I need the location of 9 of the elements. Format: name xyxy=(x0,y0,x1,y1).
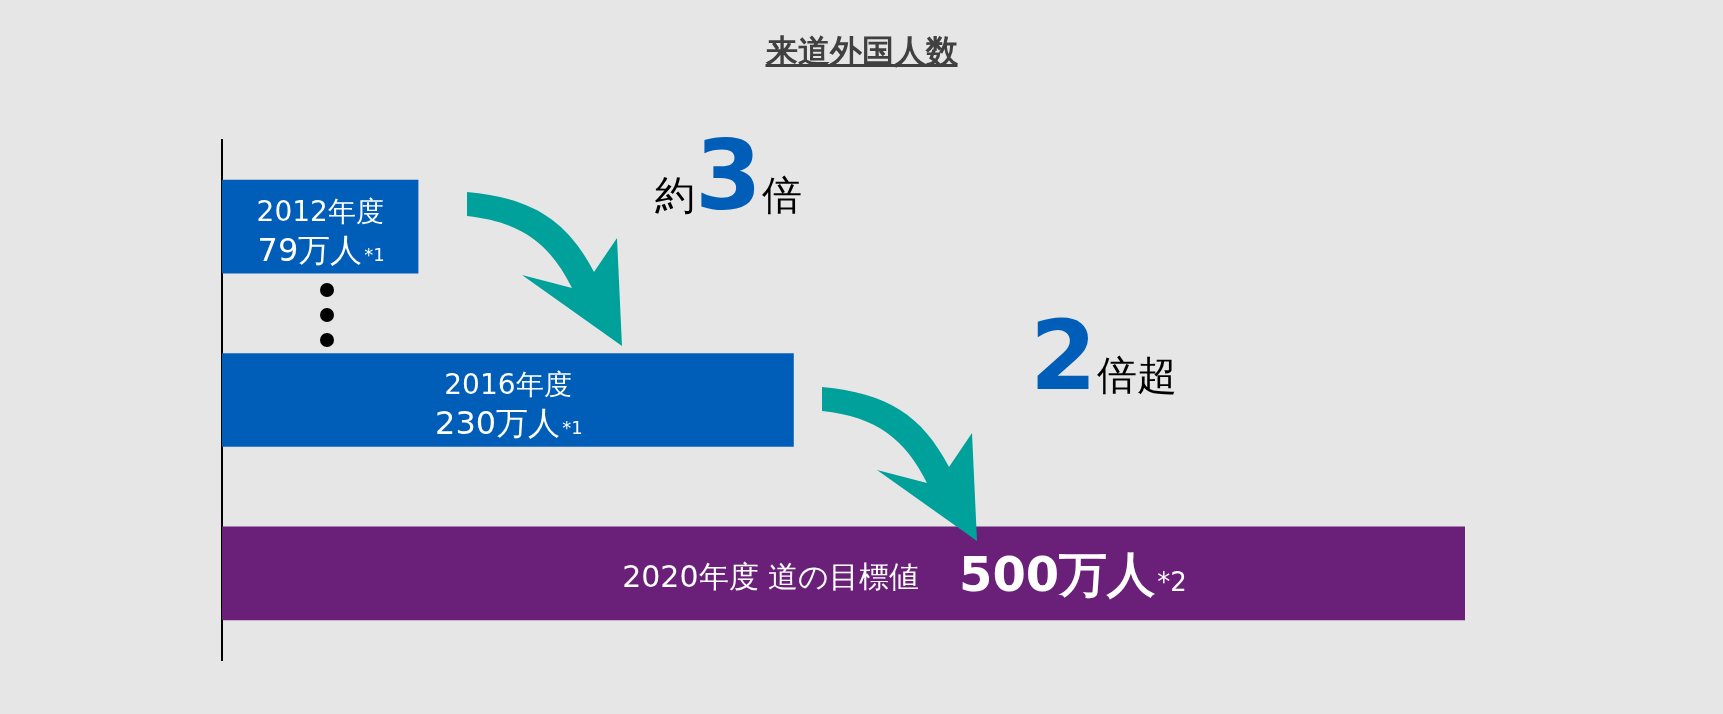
y-tick-label: 2016年度 xyxy=(444,368,572,401)
y-tick-label: 2012年度 xyxy=(256,194,384,228)
annotation: 2倍超 xyxy=(1030,300,1177,412)
chart-title: 来道外国人数 xyxy=(764,31,959,72)
data-label: 230万人*1 xyxy=(435,404,583,442)
annotation: 約3倍 xyxy=(655,120,802,232)
y-tick-label: 2020年度 道の目標値 xyxy=(622,559,920,595)
data-label: 79万人*1 xyxy=(257,230,385,269)
data-label: 500万人*2 xyxy=(959,546,1187,603)
